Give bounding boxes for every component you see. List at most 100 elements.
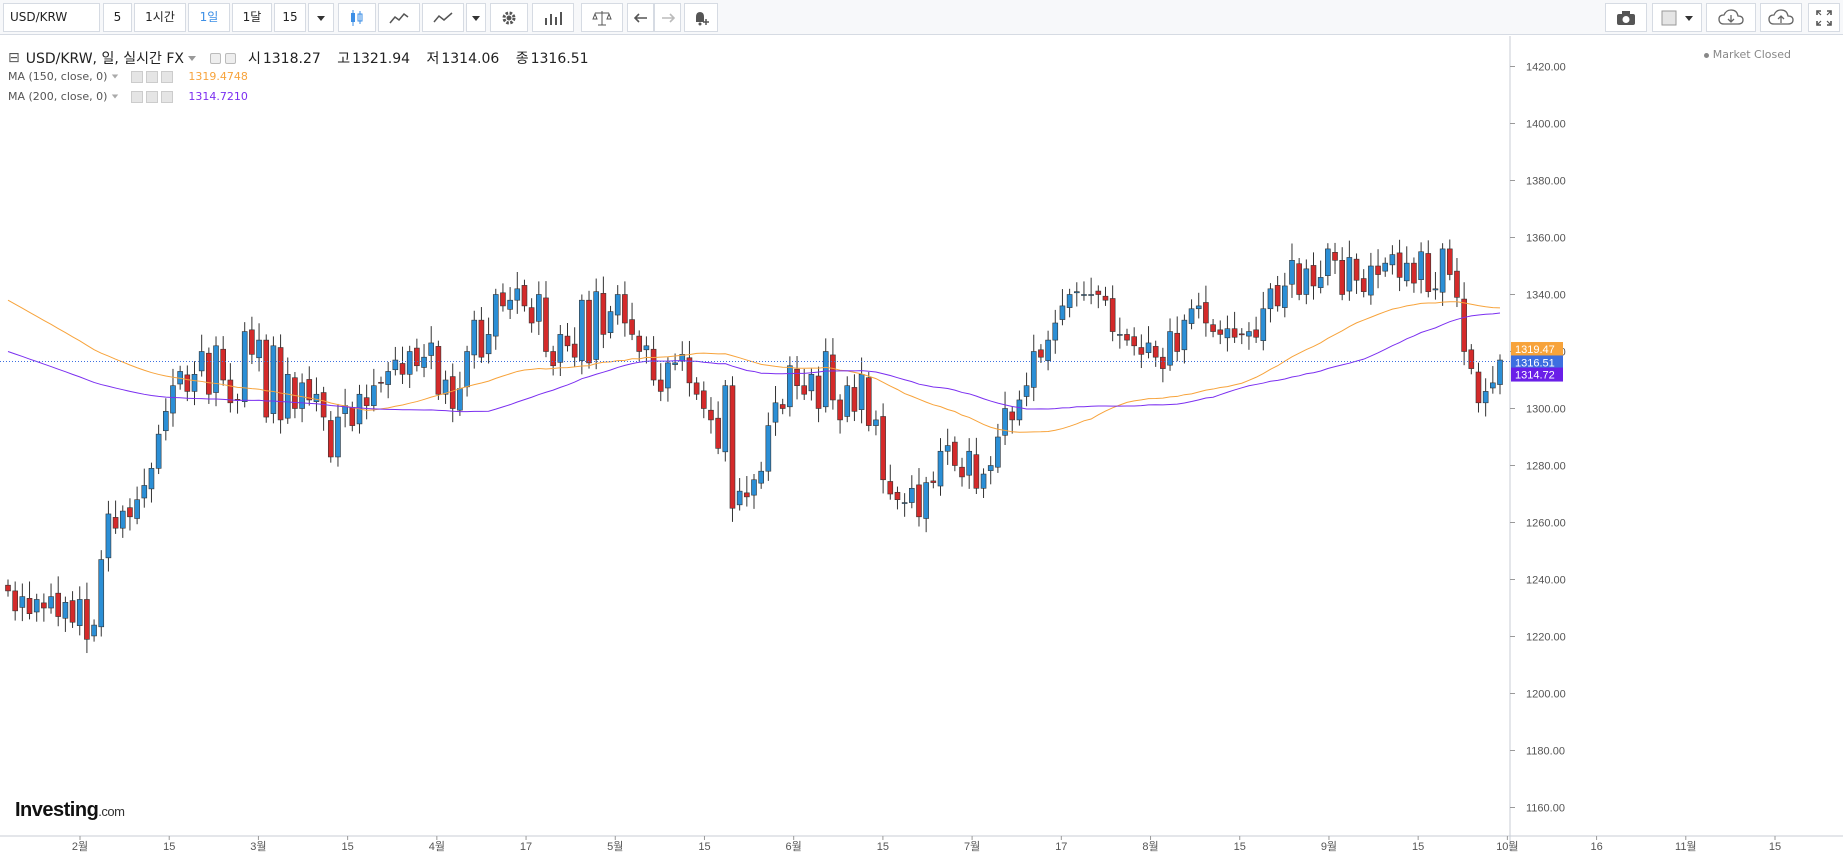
studies-button[interactable]	[532, 3, 574, 32]
candle-body	[930, 480, 937, 483]
candle-body	[665, 362, 671, 389]
toolbar: USD/KRW 5 1시간 1일 1달 15	[0, 0, 1843, 35]
candle-body	[335, 416, 341, 458]
candle-body	[1152, 346, 1159, 358]
eye-icon[interactable]	[131, 70, 144, 83]
candle-body	[1160, 356, 1166, 369]
candle-body	[1038, 349, 1044, 358]
price-label-text: 1314.72	[1515, 370, 1555, 382]
chart-area[interactable]: 1160.00 1180.00 1200.00 1220.00 1240.00 1260.…	[0, 36, 1843, 853]
candle-body	[1203, 302, 1209, 324]
symbol-input[interactable]: USD/KRW	[3, 3, 100, 32]
candle-body	[794, 368, 800, 387]
candle-body	[744, 492, 750, 498]
close-icon[interactable]	[161, 70, 174, 83]
candle-body	[277, 347, 284, 421]
ma200-legend[interactable]: MA (200, close, 0) 1314.7210	[8, 90, 248, 103]
ma150-legend[interactable]: MA (150, close, 0) 1319.4748	[8, 70, 248, 83]
candle-body	[815, 375, 822, 409]
compare-symbols-button[interactable]	[581, 3, 623, 32]
candle-body	[478, 319, 485, 358]
chevron-down-icon[interactable]	[187, 55, 196, 61]
candle-body	[1023, 385, 1030, 397]
interval-1h-button[interactable]: 1시간	[134, 3, 186, 32]
chevron-down-icon	[317, 16, 325, 21]
y-tick-label: 1160.00	[1526, 803, 1565, 815]
interval-5-button[interactable]: 5	[103, 3, 132, 32]
interval-1m-button[interactable]: 1달	[232, 3, 272, 32]
candle-body	[1360, 278, 1367, 292]
interval-1d-button[interactable]: 1일	[188, 3, 230, 32]
ma200-value: 1314.7210	[188, 90, 248, 103]
compare-button[interactable]	[378, 3, 420, 32]
line-chart-icon	[433, 11, 453, 22]
high-value: 1321.94	[352, 51, 411, 67]
eye-icon[interactable]	[209, 52, 221, 64]
candle-body	[564, 335, 571, 347]
investing-logo: Investing.com	[15, 799, 125, 822]
ma150-label[interactable]: MA (150, close, 0)	[8, 70, 108, 83]
chevron-down-icon[interactable]	[112, 94, 119, 99]
candle-body	[521, 285, 528, 307]
price-label-box	[1511, 342, 1563, 357]
candle-body	[1403, 262, 1410, 282]
candle-body	[1310, 265, 1317, 287]
candle-body	[894, 491, 901, 501]
candle-body	[220, 348, 226, 381]
candle-body	[1454, 270, 1460, 298]
legend-title[interactable]: USD/KRW, 일, 실시간 FX	[25, 51, 184, 67]
interval-dropdown-button[interactable]	[308, 3, 334, 32]
gear-icon[interactable]	[146, 70, 159, 83]
close-value: 1316.51	[530, 51, 589, 67]
indicators-button[interactable]	[422, 3, 464, 32]
alert-button[interactable]	[684, 3, 718, 32]
settings-button[interactable]	[490, 3, 528, 32]
load-cloud-button[interactable]	[1706, 3, 1756, 32]
candle-body	[880, 416, 886, 481]
candle-body	[944, 445, 951, 452]
collapse-icon[interactable]: ⊟	[8, 50, 20, 66]
indicators-dropdown-button[interactable]	[466, 3, 486, 32]
layout-button[interactable]	[1652, 3, 1702, 32]
x-tick-label: 3월	[250, 840, 266, 853]
market-status: Market Closed	[1703, 48, 1791, 61]
gear-icon[interactable]	[224, 52, 236, 64]
status-dot-icon	[1703, 52, 1709, 58]
close-icon[interactable]	[161, 90, 174, 103]
gear-icon[interactable]	[146, 90, 159, 103]
candle-body	[779, 404, 786, 409]
candle-body	[206, 352, 212, 395]
candle-body	[636, 335, 643, 352]
candle-body	[693, 382, 700, 395]
candle-body	[428, 342, 435, 356]
chevron-down-icon[interactable]	[112, 74, 119, 79]
candle-body	[414, 347, 420, 367]
x-tick-label: 11월	[1675, 840, 1697, 853]
eye-icon[interactable]	[131, 90, 144, 103]
candle-body	[571, 343, 578, 358]
candles-style-button[interactable]	[338, 3, 376, 32]
candle-body	[765, 425, 772, 472]
candle-body	[586, 299, 592, 364]
save-cloud-button[interactable]	[1760, 3, 1802, 32]
fullscreen-button[interactable]	[1808, 3, 1840, 32]
snapshot-button[interactable]	[1605, 3, 1647, 32]
candle-body	[134, 499, 140, 519]
undo-button[interactable]	[627, 3, 654, 32]
candle-body	[1102, 295, 1109, 301]
price-label-box	[1511, 355, 1563, 370]
candle-body	[1296, 263, 1302, 295]
candle-body	[708, 409, 714, 421]
candle-body	[995, 436, 1001, 468]
ma200-label[interactable]: MA (200, close, 0)	[8, 90, 108, 103]
redo-button[interactable]	[654, 3, 681, 32]
candle-body	[550, 351, 556, 367]
candle-body	[406, 351, 413, 375]
candle-body	[830, 354, 836, 401]
candle-body	[1332, 252, 1338, 261]
price-chart[interactable]: 1160.00 1180.00 1200.00 1220.00 1240.00 1260.…	[0, 36, 1843, 853]
candle-body	[399, 363, 406, 375]
candle-body	[1131, 336, 1137, 347]
candle-body	[256, 339, 262, 359]
interval-15-button[interactable]: 15	[274, 3, 306, 32]
